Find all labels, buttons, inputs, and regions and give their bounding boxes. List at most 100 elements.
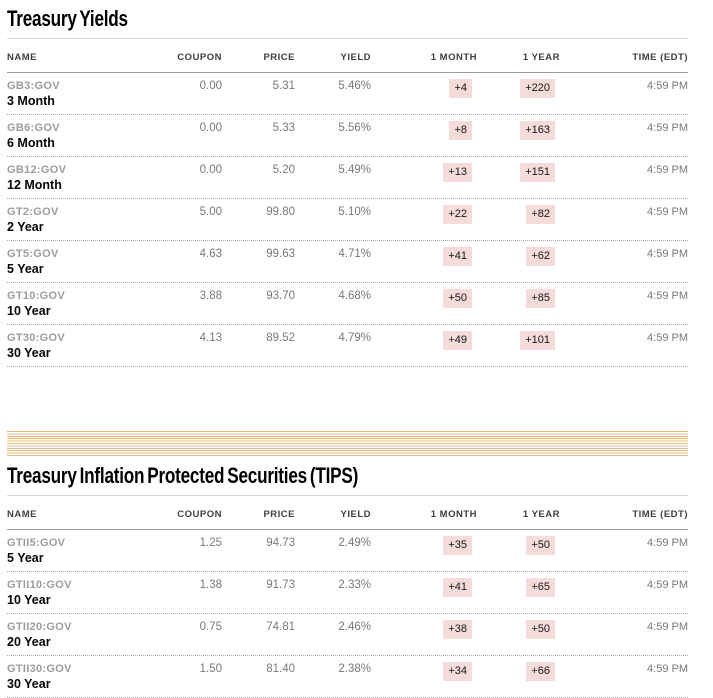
security-term: 2 Year: [7, 220, 44, 234]
time-value: 4:59 PM: [647, 537, 688, 549]
treasury-markets-page: Treasury Yields NAME COUPON PRICE YIELD …: [0, 8, 713, 698]
coupon-value: 1.50: [199, 663, 222, 675]
yield-value: 5.46%: [338, 80, 371, 92]
security-ticker: GTII5:GOV: [7, 537, 66, 549]
security-name-cell[interactable]: GT30:GOV 30 Year: [7, 332, 157, 360]
coupon-value: 0.00: [199, 80, 222, 92]
one-month-change-badge: +22: [443, 205, 472, 224]
one-month-change-badge: +8: [449, 121, 472, 140]
yield-value: 4.68%: [338, 290, 371, 302]
yield-value: 5.10%: [338, 206, 371, 218]
one-year-change-cell: +163: [477, 121, 560, 140]
yield-value: 4.79%: [338, 332, 371, 344]
one-year-change-badge: +82: [526, 205, 555, 224]
one-year-change-cell: +66: [477, 662, 560, 681]
time-value: 4:59 PM: [647, 248, 688, 260]
one-year-change-badge: +101: [520, 331, 555, 350]
one-month-change-badge: +38: [443, 620, 472, 639]
one-year-change-badge: +85: [526, 289, 555, 308]
security-name-cell[interactable]: GB3:GOV 3 Month: [7, 80, 157, 108]
one-year-change-badge: +50: [526, 620, 555, 639]
security-ticker: GTII10:GOV: [7, 579, 72, 591]
column-header-name: NAME: [7, 509, 37, 520]
security-term: 6 Month: [7, 136, 55, 150]
security-name-cell[interactable]: GB6:GOV 6 Month: [7, 122, 157, 150]
section-tips: Treasury Inflation Protected Securities …: [7, 465, 688, 698]
time-value: 4:59 PM: [647, 122, 688, 134]
column-header-coupon: COUPON: [177, 52, 222, 63]
security-term: 10 Year: [7, 304, 51, 318]
one-year-change-cell: +220: [477, 79, 560, 98]
one-year-change-cell: +65: [477, 578, 560, 597]
one-year-change-badge: +65: [526, 578, 555, 597]
table-row: GT10:GOV 10 Year 3.88 93.70 4.68% +50 +8…: [7, 283, 688, 325]
price-value: 93.70: [266, 290, 295, 302]
column-header-yield: YIELD: [340, 52, 371, 63]
one-year-change-cell: +62: [477, 247, 560, 266]
yield-value: 2.49%: [338, 537, 371, 549]
security-term: 5 Year: [7, 262, 44, 276]
security-name-cell[interactable]: GT10:GOV 10 Year: [7, 290, 157, 318]
security-ticker: GTII20:GOV: [7, 621, 72, 633]
price-value: 5.20: [272, 164, 295, 176]
time-value: 4:59 PM: [647, 663, 688, 675]
time-value: 4:59 PM: [647, 290, 688, 302]
security-name-cell[interactable]: GT5:GOV 5 Year: [7, 248, 157, 276]
one-year-change-badge: +220: [520, 79, 555, 98]
security-name-cell[interactable]: GTII5:GOV 5 Year: [7, 537, 157, 565]
one-month-change-cell: +22: [371, 205, 477, 224]
coupon-value: 4.13: [199, 332, 222, 344]
security-term: 12 Month: [7, 178, 62, 192]
table-row: GT30:GOV 30 Year 4.13 89.52 4.79% +49 +1…: [7, 325, 688, 367]
table-row: GTII10:GOV 10 Year 1.38 91.73 2.33% +41 …: [7, 572, 688, 614]
column-header-name: NAME: [7, 52, 37, 63]
coupon-value: 1.25: [199, 537, 222, 549]
yield-value: 2.46%: [338, 621, 371, 633]
one-year-change-cell: +151: [477, 163, 560, 182]
page-title: Treasury Yields: [7, 6, 128, 31]
column-header-one-year: 1 YEAR: [522, 509, 560, 520]
coupon-value: 0.00: [199, 122, 222, 134]
security-ticker: GT5:GOV: [7, 248, 59, 260]
price-value: 94.73: [266, 537, 295, 549]
one-month-change-cell: +50: [371, 289, 477, 308]
one-month-change-cell: +13: [371, 163, 477, 182]
security-name-cell[interactable]: GTII20:GOV 20 Year: [7, 621, 157, 649]
price-value: 99.80: [266, 206, 295, 218]
coupon-value: 4.63: [199, 248, 222, 260]
security-name-cell[interactable]: GTII30:GOV 30 Year: [7, 663, 157, 691]
security-term: 20 Year: [7, 635, 51, 649]
time-value: 4:59 PM: [647, 332, 688, 344]
one-month-change-cell: +35: [371, 536, 477, 555]
column-header-yield: YIELD: [340, 509, 371, 520]
security-name-cell[interactable]: GT2:GOV 2 Year: [7, 206, 157, 234]
yield-value: 5.49%: [338, 164, 371, 176]
table-row: GT2:GOV 2 Year 5.00 99.80 5.10% +22 +82 …: [7, 199, 688, 241]
security-term: 30 Year: [7, 346, 51, 360]
one-month-change-cell: +8: [371, 121, 477, 140]
price-value: 81.40: [266, 663, 295, 675]
one-year-change-badge: +62: [526, 247, 555, 266]
one-month-change-badge: +50: [443, 289, 472, 308]
security-ticker: GT10:GOV: [7, 290, 66, 302]
title-divider: [7, 38, 688, 39]
time-value: 4:59 PM: [647, 579, 688, 591]
one-month-change-cell: +38: [371, 620, 477, 639]
one-month-change-badge: +13: [443, 163, 472, 182]
one-month-change-cell: +41: [371, 578, 477, 597]
coupon-value: 5.00: [199, 206, 222, 218]
one-month-change-cell: +34: [371, 662, 477, 681]
one-year-change-badge: +151: [520, 163, 555, 182]
table-row: GTII30:GOV 30 Year 1.50 81.40 2.38% +34 …: [7, 656, 688, 698]
security-ticker: GTII30:GOV: [7, 663, 72, 675]
table-body-treasury-yields: GB3:GOV 3 Month 0.00 5.31 5.46% +4 +220 …: [7, 73, 688, 367]
price-value: 5.33: [272, 122, 295, 134]
table-row: GTII20:GOV 20 Year 0.75 74.81 2.46% +38 …: [7, 614, 688, 656]
security-name-cell[interactable]: GB12:GOV 12 Month: [7, 164, 157, 192]
title-divider: [7, 495, 688, 496]
coupon-value: 0.00: [199, 164, 222, 176]
one-month-change-badge: +35: [443, 536, 472, 555]
security-name-cell[interactable]: GTII10:GOV 10 Year: [7, 579, 157, 607]
one-year-change-badge: +163: [520, 121, 555, 140]
security-term: 10 Year: [7, 593, 51, 607]
